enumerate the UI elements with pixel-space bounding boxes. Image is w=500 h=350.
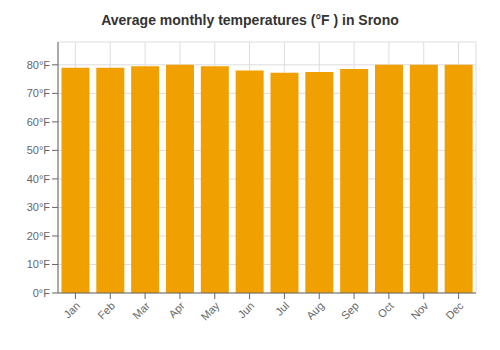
svg-text:0°F: 0°F — [33, 287, 51, 299]
svg-text:Jan: Jan — [61, 299, 82, 320]
svg-text:Feb: Feb — [95, 299, 117, 321]
svg-text:10°F: 10°F — [27, 258, 51, 270]
svg-text:20°F: 20°F — [27, 230, 51, 242]
svg-text:60°F: 60°F — [27, 116, 51, 128]
svg-text:70°F: 70°F — [27, 87, 51, 99]
svg-text:Jun: Jun — [235, 299, 256, 320]
svg-text:30°F: 30°F — [27, 201, 51, 213]
svg-text:May: May — [199, 299, 223, 323]
svg-text:80°F: 80°F — [27, 59, 51, 71]
svg-text:Apr: Apr — [166, 299, 187, 320]
svg-text:Dec: Dec — [443, 299, 466, 322]
svg-text:Mar: Mar — [130, 299, 152, 321]
svg-text:Oct: Oct — [375, 299, 396, 320]
svg-text:Sep: Sep — [339, 299, 361, 321]
svg-text:Nov: Nov — [408, 299, 431, 322]
svg-text:Jul: Jul — [273, 299, 291, 317]
svg-text:50°F: 50°F — [27, 144, 51, 156]
html-text:Average monthly temperatures (: Average monthly temperatures (°F ) in Sr… — [101, 12, 399, 28]
svg-text:Aug: Aug — [304, 299, 326, 321]
svg-text:40°F: 40°F — [27, 173, 51, 185]
